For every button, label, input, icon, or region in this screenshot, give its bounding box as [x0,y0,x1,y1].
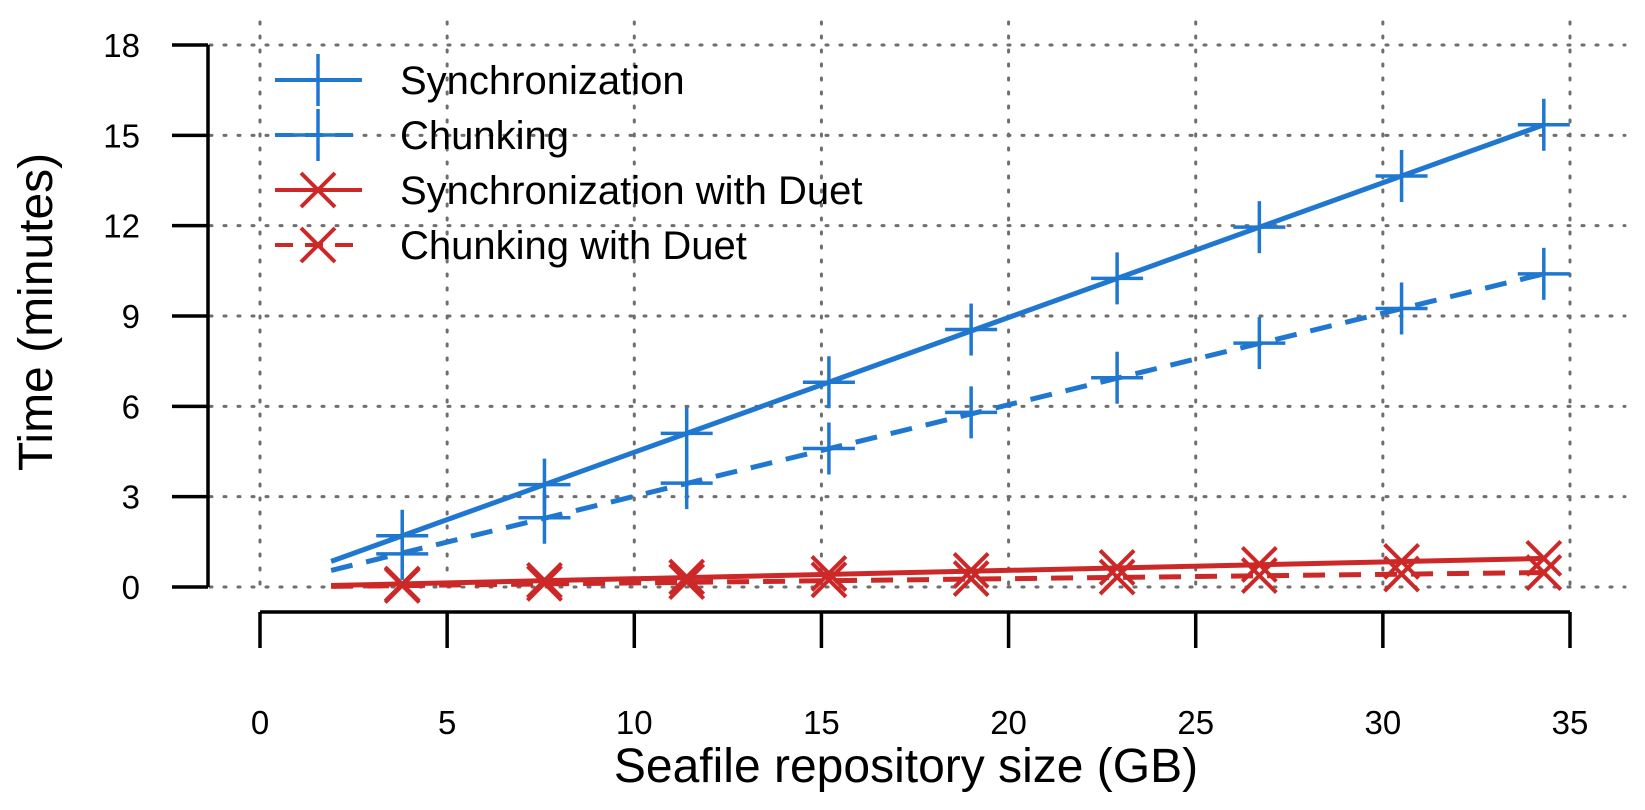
series-3-point-1 [526,564,563,602]
series-2-point-4-b [952,552,990,589]
legend-label-1: Chunking [400,114,569,158]
y-tick-label: 6 [122,388,140,425]
legend-label-0: Synchronization [400,59,685,103]
x-axis: 0 5 10 15 20 25 30 35 [251,610,1589,741]
y-axis-title: Time (minutes) [10,153,63,471]
series-0-point-6 [1233,201,1286,254]
series-1-point-5 [1091,351,1144,404]
legend-marker-0 [292,54,344,106]
series-3-point-2 [668,563,706,600]
series-1-point-7 [1375,282,1428,335]
series-1-point-0 [376,527,429,580]
legend-marker-2-b [299,171,337,209]
legend-marker-3-b [299,226,337,264]
legend-marker-2 [299,171,337,209]
series-3 [331,554,1563,604]
series-3-point-8-b [1525,554,1563,591]
x-tick-label: 5 [438,704,456,741]
series-3-point-8 [1525,554,1563,591]
series-2-point-1-b [526,561,563,599]
series-2-point-1 [526,561,563,599]
series-1-point-6 [1233,317,1286,370]
series-layer [330,98,1570,604]
series-1-point-3 [802,422,855,475]
series-1 [330,247,1570,580]
legend: Synchronization Chunking Synchronization w… [275,54,862,268]
series-2-point-3 [810,555,848,592]
series-0-point-3 [802,356,855,409]
series-1-point-2 [660,457,713,510]
legend-entry-1: Chunking [275,109,569,161]
series-3-point-0-b [383,567,421,604]
series-0-point-4 [945,303,998,356]
series-3-point-6 [1240,557,1278,594]
series-line-3 [331,570,1544,589]
legend-label-3: Chunking with Duet [400,224,747,268]
series-0-point-8 [1517,98,1570,151]
legend-marker-3 [299,226,337,264]
series-line-2 [331,555,1544,588]
series-line-1 [330,271,1545,573]
legend-label-2: Synchronization with Duet [400,169,862,213]
series-3-point-7 [1383,555,1420,593]
series-3-point-5 [1098,558,1136,596]
legend-marker-1 [292,109,344,161]
y-tick-label: 15 [103,117,140,154]
x-tick-label: 15 [803,704,840,741]
x-tick-label: 35 [1552,704,1589,741]
series-3-point-6-b [1240,557,1278,594]
series-0-point-7 [1375,149,1428,202]
series-3-point-7-b [1383,555,1420,593]
y-tick-label: 9 [122,298,140,335]
y-tick-label: 18 [103,27,140,64]
series-0-point-2 [660,407,713,460]
y-axis: 0 3 6 9 12 15 18 [103,27,210,606]
series-3-point-0 [383,567,421,604]
x-tick-label: 0 [251,704,269,741]
series-1-point-4 [945,386,998,439]
series-line-0 [330,122,1545,564]
series-3-point-1-b [526,564,563,602]
series-3-point-2-b [668,563,706,600]
x-tick-label: 20 [990,704,1027,741]
series-2-point-8 [1525,539,1563,577]
x-axis-title: Seafile repository size (GB) [614,740,1198,793]
series-2-point-2 [668,558,706,596]
series-2 [331,539,1563,603]
series-2-point-2-b [668,558,706,596]
series-1-point-1 [518,491,571,544]
series-1-point-8 [1517,247,1570,300]
y-tick-label: 0 [122,569,140,606]
series-3-point-3-b [810,561,848,599]
series-2-point-3-b [810,555,848,592]
legend-entry-0: Synchronization [275,54,685,106]
series-0-point-5 [1091,252,1144,305]
series-3-point-3 [810,561,848,599]
y-tick-label: 3 [122,479,140,516]
x-tick-label: 25 [1177,704,1214,741]
x-tick-label: 30 [1364,704,1401,741]
x-tick-label: 10 [616,704,653,741]
series-3-point-4 [952,560,990,597]
series-3-point-5-b [1098,558,1136,596]
series-2-point-8-b [1525,539,1563,577]
legend-entry-2: Synchronization with Duet [275,169,862,213]
series-3-point-4-b [952,560,990,597]
series-2-point-4 [952,552,990,589]
legend-entry-3: Chunking with Duet [275,224,747,268]
y-tick-label: 12 [103,208,140,245]
